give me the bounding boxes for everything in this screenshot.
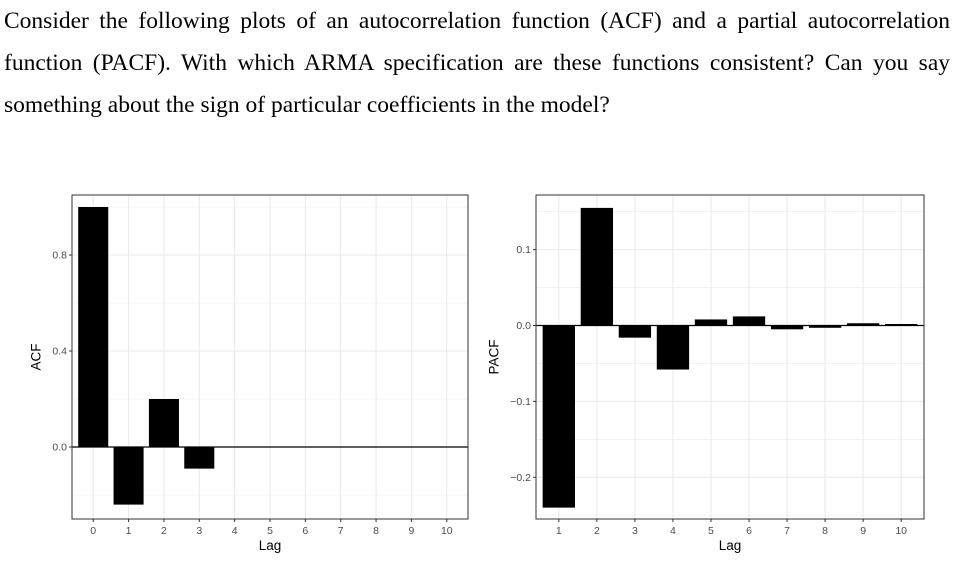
- pacf-x-axis-title: Lag: [719, 538, 742, 553]
- pacf-ytick-label: 0.1: [516, 244, 531, 256]
- acf-xtick-label: 8: [373, 525, 379, 537]
- pacf-xtick-label: 6: [746, 525, 752, 537]
- acf-y-axis-title: ACF: [29, 344, 44, 371]
- acf-xtick-label: 1: [126, 525, 132, 537]
- pacf-xtick-label: 9: [860, 525, 866, 537]
- pacf-panel-border: [535, 194, 925, 520]
- pacf-xtick-label: 1: [556, 525, 562, 537]
- pacf-xtick-label: 7: [784, 525, 790, 537]
- pacf-bar-lag-2: [580, 207, 614, 326]
- acf-xtick-label: 6: [302, 525, 308, 537]
- acf-chart: 0.0 0.4 0.8 0 1 2 3 4 5 6 7 8 9 10 Lag ACF: [29, 194, 469, 553]
- acf-bar-lag-2: [148, 399, 179, 447]
- acf-bar-lag-1: [113, 447, 144, 505]
- pacf-bar-lag-7: [770, 325, 804, 330]
- pacf-xtick-label: 8: [822, 525, 828, 537]
- acf-xtick-label: 10: [441, 525, 453, 537]
- acf-xtick-label: 5: [267, 525, 273, 537]
- acf-xtick-label: 4: [232, 525, 238, 537]
- pacf-xtick-label: 4: [670, 525, 676, 537]
- pacf-xtick-label: 10: [895, 525, 907, 537]
- pacf-ytick-label: −0.2: [510, 472, 531, 484]
- acf-ytick-label: 0.8: [52, 250, 67, 262]
- pacf-bar-lag-4: [656, 325, 690, 370]
- pacf-ytick-label: −0.1: [510, 396, 531, 408]
- acf-xtick-label: 2: [161, 525, 167, 537]
- pacf-xtick-label: 5: [708, 525, 714, 537]
- question-text: Consider the following plots of an autoc…: [4, 8, 950, 118]
- pacf-y-axis-title: PACF: [487, 339, 502, 374]
- pacf-bar-lag-9: [846, 323, 880, 326]
- pacf-bar-lag-5: [694, 319, 728, 326]
- acf-xtick-label: 9: [409, 525, 415, 537]
- acf-xtick-label: 0: [90, 525, 96, 537]
- acf-xtick-label: 7: [338, 525, 344, 537]
- pacf-bar-lag-6: [732, 316, 766, 326]
- pacf-ytick-label: 0.0: [516, 320, 531, 332]
- acf-bar-lag-3: [184, 447, 215, 469]
- acf-bar-lag-0: [78, 207, 109, 447]
- pacf-xtick-label: 2: [594, 525, 600, 537]
- acf-ytick-label: 0.4: [52, 346, 67, 358]
- acf-x-axis-title: Lag: [259, 538, 282, 553]
- pacf-chart: −0.2 −0.1 0.0 0.1 1 2 3 4 5 6 7 8 9 10 Lag PACF: [487, 194, 925, 553]
- pacf-bar-lag-8: [808, 325, 842, 328]
- pacf-xtick-label: 3: [632, 525, 638, 537]
- pacf-bar-lag-1: [542, 325, 575, 508]
- pacf-bar-lag-10: [885, 323, 918, 326]
- acf-ytick-label: 0.0: [52, 442, 67, 454]
- pacf-bar-lag-3: [618, 325, 652, 338]
- acf-xtick-label: 3: [196, 525, 202, 537]
